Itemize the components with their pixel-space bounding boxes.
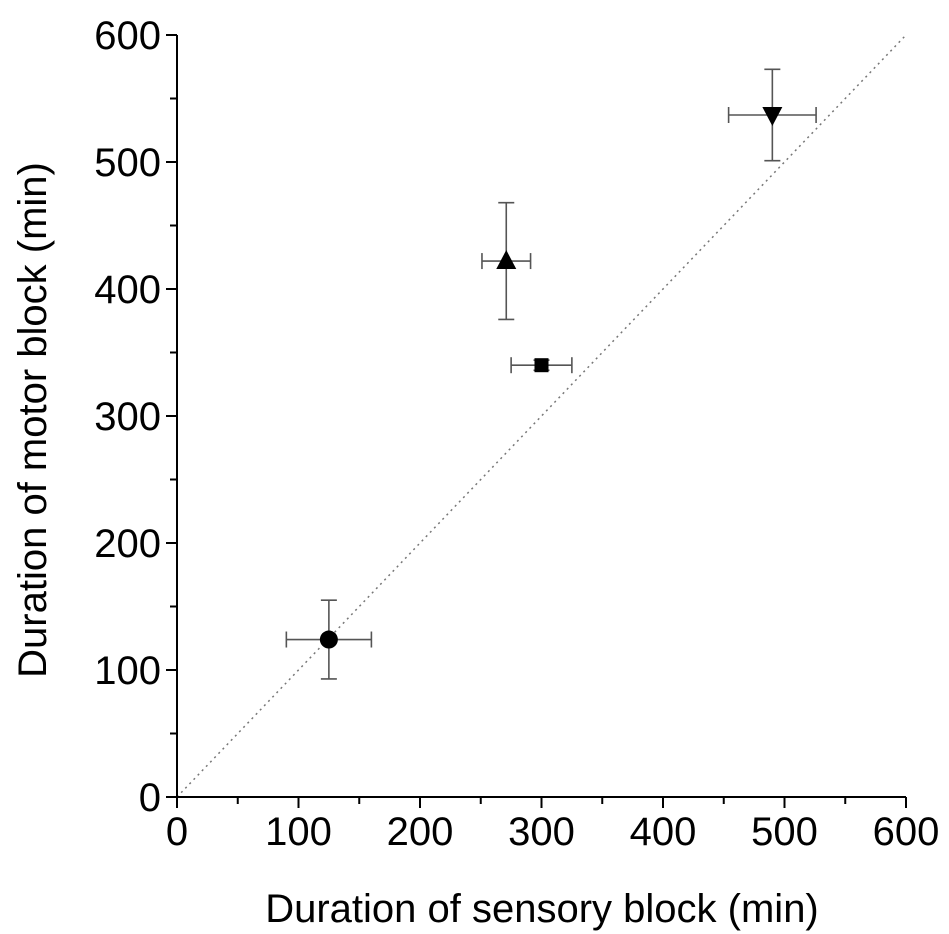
x-tick-label: 500 (751, 810, 818, 854)
identity-line (176, 34, 907, 798)
x-tick-label: 400 (630, 810, 697, 854)
x-tick-label: 200 (387, 810, 454, 854)
plot-area (176, 34, 907, 798)
data-points (285, 68, 817, 680)
data-point-triangle-up (481, 201, 532, 321)
x-axis-title: Duration of sensory block (min) (265, 887, 819, 931)
x-tick-label: 600 (873, 810, 940, 854)
y-tick-label: 100 (94, 649, 161, 693)
data-point-triangle-down (727, 68, 817, 162)
x-tick-label: 300 (508, 810, 575, 854)
y-tick-label: 600 (94, 14, 161, 58)
y-tick-label: 0 (139, 776, 161, 820)
square-marker (534, 358, 549, 373)
x-tick-label: 0 (166, 810, 188, 854)
data-point-circle (285, 599, 373, 680)
x-tick-label: 100 (265, 810, 332, 854)
y-tick-label: 200 (94, 522, 161, 566)
triangle-up-marker (496, 250, 517, 270)
y-tick-label: 400 (94, 268, 161, 312)
circle-marker (319, 630, 338, 649)
y-tick-label: 500 (94, 141, 161, 185)
triangle-down-marker (762, 107, 783, 127)
axis-ticks: 0 100 200 300 400 500 600 0 100 200 300 400 500 600 (94, 14, 939, 854)
y-axis-title: Duration of motor block (min) (11, 162, 55, 678)
y-tick-label: 300 (94, 395, 161, 439)
data-point-square (510, 357, 573, 374)
